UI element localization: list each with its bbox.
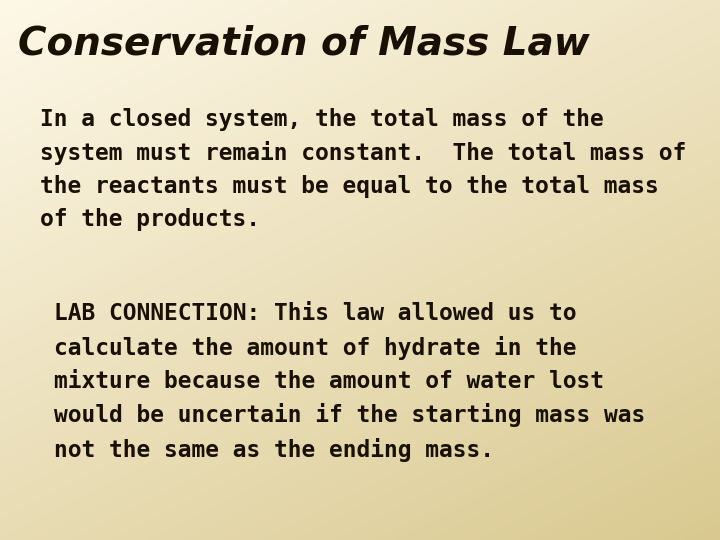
Text: Conservation of Mass Law: Conservation of Mass Law: [18, 24, 590, 62]
Text: LAB CONNECTION: This law allowed us to
calculate the amount of hydrate in the
mi: LAB CONNECTION: This law allowed us to c…: [54, 302, 645, 462]
Text: In a closed system, the total mass of the
system must remain constant.  The tota: In a closed system, the total mass of th…: [40, 108, 686, 231]
